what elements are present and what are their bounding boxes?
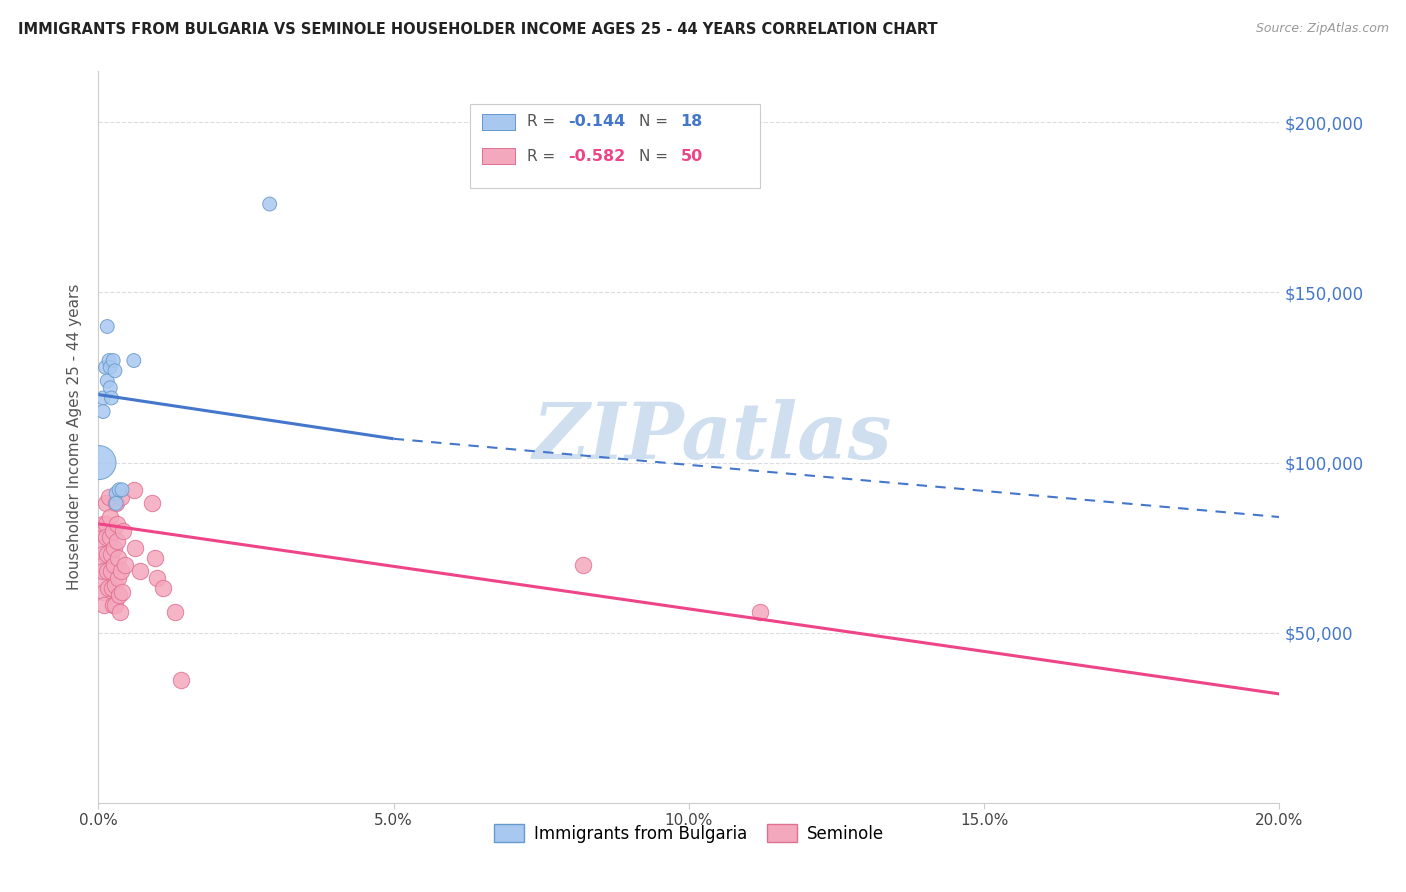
Point xyxy=(91,574,114,589)
Bar xyxy=(482,114,516,130)
Bar xyxy=(482,148,516,164)
Text: Source: ZipAtlas.com: Source: ZipAtlas.com xyxy=(1256,22,1389,36)
Point xyxy=(165,605,187,619)
Point xyxy=(101,582,124,596)
Point xyxy=(100,548,122,562)
Point xyxy=(91,548,114,562)
Point xyxy=(94,496,117,510)
Point xyxy=(97,582,120,596)
Point xyxy=(107,571,129,585)
Point xyxy=(110,490,132,504)
Point xyxy=(110,565,132,579)
Point xyxy=(96,319,118,334)
Point xyxy=(152,582,174,596)
Point xyxy=(91,565,114,579)
Legend: Immigrants from Bulgaria, Seminole: Immigrants from Bulgaria, Seminole xyxy=(486,818,891,849)
Point xyxy=(98,510,121,524)
Point xyxy=(107,550,129,565)
Point xyxy=(87,456,110,470)
Bar xyxy=(482,114,516,130)
Text: N =: N = xyxy=(640,114,673,129)
Point xyxy=(100,391,122,405)
Point xyxy=(122,483,145,497)
Point xyxy=(98,353,121,368)
Bar xyxy=(482,148,516,164)
Point xyxy=(94,531,117,545)
Point xyxy=(94,516,117,531)
Point xyxy=(111,585,134,599)
Point xyxy=(101,599,124,613)
Point xyxy=(105,496,128,510)
Point xyxy=(108,605,131,619)
Point xyxy=(105,533,128,548)
Point xyxy=(90,524,112,538)
Text: N =: N = xyxy=(640,149,673,164)
Point xyxy=(96,374,118,388)
Point xyxy=(571,558,593,572)
Point xyxy=(91,404,114,418)
Text: ZIPatlas: ZIPatlas xyxy=(533,399,893,475)
Point xyxy=(108,588,131,602)
Point xyxy=(128,565,150,579)
Point xyxy=(114,558,136,572)
Point xyxy=(748,605,770,619)
Text: 18: 18 xyxy=(681,114,703,129)
Point xyxy=(98,381,121,395)
Point xyxy=(103,353,125,368)
Text: R =: R = xyxy=(527,114,560,129)
Point xyxy=(98,531,121,545)
FancyBboxPatch shape xyxy=(471,104,759,188)
Point xyxy=(259,197,281,211)
Point xyxy=(124,541,146,555)
Point xyxy=(91,516,114,531)
Text: R =: R = xyxy=(527,149,560,164)
Point xyxy=(108,483,131,497)
Point xyxy=(98,360,121,375)
Text: IMMIGRANTS FROM BULGARIA VS SEMINOLE HOUSEHOLDER INCOME AGES 25 - 44 YEARS CORRE: IMMIGRANTS FROM BULGARIA VS SEMINOLE HOU… xyxy=(18,22,938,37)
Point xyxy=(93,585,115,599)
Point xyxy=(170,673,193,688)
Point xyxy=(103,524,125,538)
Text: -0.582: -0.582 xyxy=(568,149,626,164)
Point xyxy=(104,364,127,378)
Point xyxy=(93,599,115,613)
Text: -0.144: -0.144 xyxy=(568,114,626,129)
Point xyxy=(105,516,128,531)
Point xyxy=(105,496,128,510)
Point xyxy=(104,599,127,613)
Point xyxy=(103,541,125,555)
Point xyxy=(112,524,135,538)
Point xyxy=(143,550,166,565)
Point xyxy=(122,353,145,368)
Y-axis label: Householder Income Ages 25 - 44 years: Householder Income Ages 25 - 44 years xyxy=(67,284,83,591)
Point xyxy=(91,391,114,405)
Point xyxy=(103,558,125,572)
Point xyxy=(141,496,163,510)
Point xyxy=(96,548,118,562)
Point xyxy=(90,541,112,555)
Point xyxy=(104,578,127,592)
Point xyxy=(146,571,169,585)
Text: 50: 50 xyxy=(681,149,703,164)
Point xyxy=(98,490,121,504)
Point xyxy=(96,565,118,579)
Point xyxy=(105,486,128,500)
Point xyxy=(100,565,122,579)
Point xyxy=(94,360,117,375)
Point xyxy=(91,558,114,572)
Point xyxy=(111,483,134,497)
